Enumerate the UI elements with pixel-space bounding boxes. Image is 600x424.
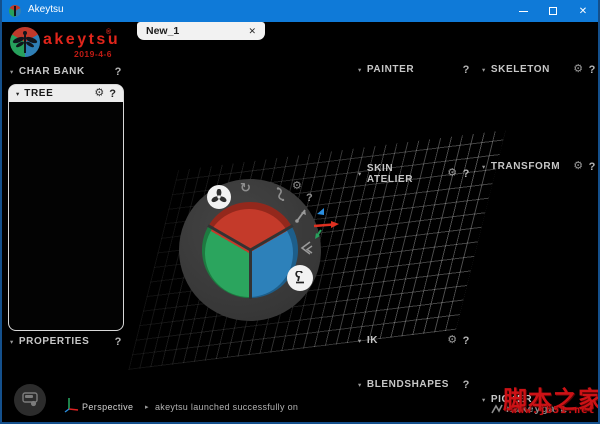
window-title: Akeytsu [28,4,64,15]
panel-label: SKIN ATELIER [366,162,414,185]
spinner-mode-button[interactable] [207,185,231,209]
collapse-icon: ▾ [482,66,486,74]
log-bullet-icon: ▸ [145,404,149,411]
help-icon[interactable]: ? [588,160,596,173]
nukeygara-mark-icon [491,404,503,414]
collapse-icon: ▾ [358,66,362,74]
app-icon [9,5,21,17]
registered-mark: ® [106,29,112,36]
status-message: akeytsu launched successfully on [155,402,299,412]
chain-icon[interactable] [275,187,287,201]
gear-icon[interactable]: ⚙ [447,167,458,179]
close-button[interactable]: ✕ [568,0,598,22]
gear-icon[interactable]: ⚙ [573,63,584,75]
gear-icon[interactable]: ⚙ [447,334,458,346]
nukeygara-text: nukeygara [506,403,568,415]
spinner-separator [248,250,252,299]
z-axis-icon [317,208,324,215]
rotate-icon[interactable]: ↻ [240,180,251,195]
panel-label: PICKER [490,394,533,405]
collapse-icon: ▾ [10,68,14,76]
panel-label: SKELETON [490,64,550,75]
help-icon[interactable]: ? [462,334,470,347]
help-icon[interactable]: ? [114,335,122,348]
minimize-icon [518,10,528,12]
tree-panel-header[interactable]: ▾ TREE ⚙ ? [9,85,123,102]
watermark-url: www.jb51.net [511,405,596,416]
tri-blade-icon [207,185,231,209]
panel-label: PROPERTIES [18,336,90,347]
brand-version: 2019-4-6 [73,49,112,59]
spinner-widget[interactable]: ↻ ⚙ ? [179,179,321,321]
gear-icon[interactable]: ⚙ [292,180,302,192]
panel-header-skin-atelier[interactable]: ▾ SKIN ATELIER ⚙ ? [358,163,470,185]
panel-header-picker[interactable]: ▾ PICKER [482,393,596,406]
panel-label: IK [366,335,379,346]
help-icon[interactable]: ? [306,192,313,204]
panel-label: BLENDSHAPES [366,379,450,390]
titlebar[interactable]: Akeytsu ✕ [2,0,598,22]
help-icon[interactable]: ? [588,63,596,76]
help-icon[interactable]: ? [109,87,116,100]
collapse-icon: ▾ [10,338,14,346]
collapse-icon: ▾ [358,337,362,345]
watermark-title: 脚本之家 [503,385,600,414]
help-icon[interactable]: ? [114,65,122,78]
keyframe-icon [287,265,313,291]
panel-header-properties[interactable]: ▾ PROPERTIES ? [10,335,122,348]
panel-header-transform[interactable]: ▾ TRANSFORM ⚙ ? [482,160,596,173]
panel-label: CHAR BANK [18,66,85,77]
viewport-layout-button[interactable] [14,384,46,416]
collapse-icon: ▾ [358,381,362,389]
dragonfly-icon [12,31,38,53]
collapse-icon: ▾ [358,170,362,178]
help-icon[interactable]: ? [462,63,470,76]
panel-label: TREE [24,88,54,99]
maximize-button[interactable] [538,0,568,22]
key-button[interactable] [287,265,313,291]
gear-icon[interactable]: ⚙ [94,87,105,99]
mini-axis-icon [64,398,79,413]
panel-header-char-bank[interactable]: ▾ CHAR BANK ? [10,65,122,78]
ik-chevrons-icon[interactable] [299,241,313,255]
collapse-icon: ▾ [482,163,486,171]
tree-panel[interactable]: ▾ TREE ⚙ ? [8,84,124,331]
x-axis-icon [313,223,334,228]
panel-header-painter[interactable]: ▾ PAINTER ? [358,63,470,76]
help-icon[interactable]: ? [462,378,470,391]
tab-label: New_1 [146,25,180,37]
panel-header-blendshapes[interactable]: ▾ BLENDSHAPES ? [358,378,470,391]
panel-header-ik[interactable]: ▾ IK ⚙ ? [358,334,470,347]
axis-gizmo[interactable] [311,202,345,242]
panel-header-skeleton[interactable]: ▾ SKELETON ⚙ ? [482,63,596,76]
nukeygara-logo: nukeygara [491,403,568,415]
minimize-button[interactable] [508,0,538,22]
tab-close-icon[interactable]: ✕ [248,25,256,36]
close-icon: ✕ [578,5,588,17]
panel-label: TRANSFORM [490,161,561,172]
collapse-icon: ▾ [16,90,20,98]
help-icon[interactable]: ? [462,167,470,180]
maximize-icon [549,7,557,15]
panel-label: PAINTER [366,64,415,75]
gear-icon[interactable]: ⚙ [573,160,584,172]
viewport-mode-label[interactable]: Perspective [82,402,134,412]
bone-select-icon[interactable] [294,209,308,224]
brand-name: akeytsu [43,31,121,48]
layout-icon [22,392,38,407]
collapse-icon: ▾ [482,396,486,404]
tab-new-1[interactable]: New_1 ✕ [137,22,265,40]
